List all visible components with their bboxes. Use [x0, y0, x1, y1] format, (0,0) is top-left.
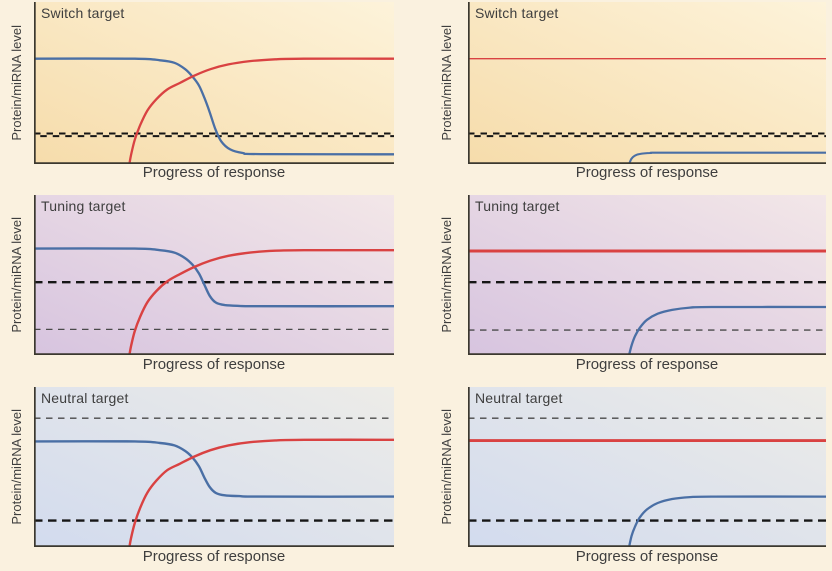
- x-axis-label: Progress of response: [575, 356, 719, 373]
- panel-tuning-left: Tuning target: [34, 195, 394, 355]
- plot-switch-left: [34, 2, 394, 164]
- blue-curve: [627, 495, 826, 547]
- y-axis-label-area: Protein/miRNA level: [430, 387, 462, 547]
- plot-neutral-right: [468, 387, 826, 547]
- blue-curve: [34, 440, 394, 498]
- y-axis-label-area: Protein/miRNA level: [0, 2, 32, 164]
- y-axis-label: Protein/miRNA level: [438, 409, 454, 525]
- plot-background: [468, 195, 826, 355]
- red-curve: [128, 248, 394, 355]
- y-axis-label: Protein/miRNA level: [8, 25, 24, 141]
- red-curve: [128, 57, 394, 164]
- plot-neutral-left: [34, 387, 394, 547]
- red-curve: [128, 438, 394, 547]
- plot-background: [468, 2, 826, 164]
- panel-neutral-left: Neutral target: [34, 387, 394, 547]
- y-axis-label: Protein/miRNA level: [438, 217, 454, 333]
- y-axis-label: Protein/miRNA level: [438, 25, 454, 141]
- panel-switch-right: Switch target: [468, 2, 826, 164]
- plot-background: [34, 2, 394, 164]
- plot-background: [34, 195, 394, 355]
- blue-curve: [627, 305, 826, 355]
- panel-title: Switch target: [41, 5, 125, 21]
- y-axis-label-area: Protein/miRNA level: [430, 195, 462, 355]
- y-axis-label-area: Protein/miRNA level: [430, 2, 462, 164]
- y-axis-label-area: Protein/miRNA level: [0, 195, 32, 355]
- panel-title: Neutral target: [475, 390, 563, 406]
- plot-background: [34, 387, 394, 547]
- plot-background: [468, 387, 826, 547]
- plot-switch-right: [468, 2, 826, 164]
- panel-title: Tuning target: [475, 198, 560, 214]
- y-axis-label: Protein/miRNA level: [8, 217, 24, 333]
- panel-title: Tuning target: [41, 198, 126, 214]
- x-axis-label: Progress of response: [142, 356, 286, 373]
- blue-curve: [628, 151, 826, 164]
- x-axis-label: Progress of response: [575, 548, 719, 565]
- panel-title: Neutral target: [41, 390, 129, 406]
- y-axis-label: Protein/miRNA level: [8, 409, 24, 525]
- blue-curve: [34, 247, 394, 308]
- x-axis-label: Progress of response: [142, 548, 286, 565]
- panel-tuning-right: Tuning target: [468, 195, 826, 355]
- x-axis-label: Progress of response: [142, 164, 286, 181]
- x-axis-label: Progress of response: [575, 164, 719, 181]
- panel-switch-left: Switch target: [34, 2, 394, 164]
- plot-tuning-left: [34, 195, 394, 355]
- plot-tuning-right: [468, 195, 826, 355]
- panel-title: Switch target: [475, 5, 559, 21]
- y-axis-label-area: Protein/miRNA level: [0, 387, 32, 547]
- blue-curve: [34, 57, 394, 156]
- panel-neutral-right: Neutral target: [468, 387, 826, 547]
